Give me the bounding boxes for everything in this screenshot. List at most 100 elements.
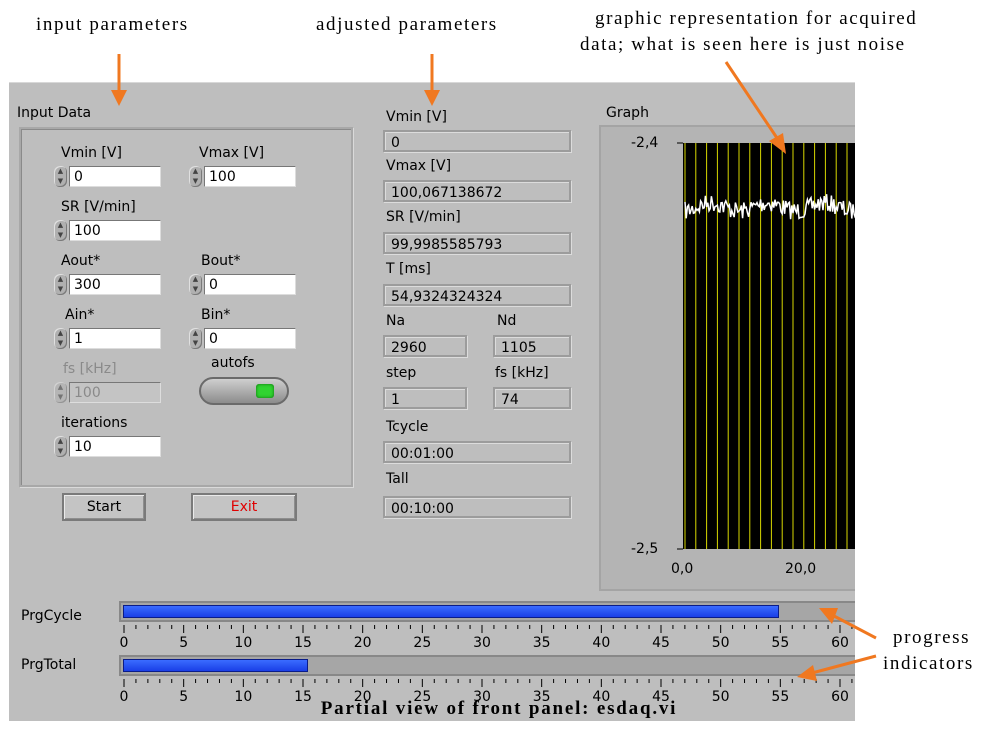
scale-tick-label: 20 <box>353 689 372 705</box>
front-panel: Input Data Vmin [V] ▲ ▼ 0 Vmax [V] ▲ ▼ 100… <box>9 82 855 721</box>
adj-vmax-indicator: 100,067138672 <box>383 180 571 202</box>
adj-fs-indicator: 74 <box>493 387 571 409</box>
adj-vmin-indicator: 0 <box>383 130 571 152</box>
scale-tick-label: 25 <box>413 635 432 651</box>
scale-tick-label: 15 <box>294 689 312 705</box>
bout-spinner[interactable]: ▲ ▼ <box>189 274 202 295</box>
aout-label: Aout* <box>61 253 101 269</box>
annotation-adjusted-parameters: adjusted parameters <box>316 14 498 35</box>
prg-cycle-label: PrgCycle <box>21 608 82 624</box>
vmin-label: Vmin [V] <box>61 145 122 161</box>
autofs-toggle[interactable] <box>199 377 289 405</box>
iterations-input[interactable]: 10 <box>69 436 161 457</box>
graph-y-top-label: -2,4 <box>631 135 659 151</box>
autofs-led-icon <box>256 384 274 398</box>
scale-tick-label: 60 <box>831 689 849 705</box>
adj-tcycle-label: Tcycle <box>386 419 429 435</box>
prg-total-fill <box>123 659 308 672</box>
adj-tall-indicator: 00:10:00 <box>383 496 571 518</box>
annotation-graphic-line2: data; what is seen here is just noise <box>580 34 906 55</box>
adj-na-indicator: 2960 <box>383 335 467 357</box>
sr-label: SR [V/min] <box>61 199 136 215</box>
prg-cycle-fill <box>123 605 780 618</box>
scale-tick-label: 40 <box>592 635 611 651</box>
graph-x-label-0: 0,0 <box>671 561 694 577</box>
vmin-spinner[interactable]: ▲ ▼ <box>54 166 67 187</box>
adj-tcycle-indicator: 00:01:00 <box>383 441 571 463</box>
ain-spinner[interactable]: ▲ ▼ <box>54 328 67 349</box>
figure-caption: Partial view of front panel: esdaq.vi <box>320 698 678 719</box>
adj-nd-label: Nd <box>497 313 517 329</box>
input-data-title: Input Data <box>17 105 92 121</box>
scale-tick-label: 40 <box>592 689 611 705</box>
graph-plot[interactable] <box>669 135 855 555</box>
bin-input[interactable]: 0 <box>204 328 296 349</box>
scale-tick-label: 45 <box>652 689 670 705</box>
fs-input: 100 <box>69 382 161 403</box>
prg-cycle-scale <box>123 625 853 633</box>
start-button[interactable]: Start <box>62 493 146 521</box>
annotation-progress-line1: progress <box>893 627 971 648</box>
exit-button[interactable]: Exit <box>191 493 297 521</box>
iterations-label: iterations <box>61 415 128 431</box>
bin-label: Bin* <box>201 307 231 323</box>
scale-tick-label: 10 <box>234 689 253 705</box>
iterations-spinner[interactable]: ▲ ▼ <box>54 436 67 457</box>
aout-spinner[interactable]: ▲ ▼ <box>54 274 67 295</box>
scale-tick-label: 25 <box>413 689 432 705</box>
bin-spinner[interactable]: ▲ ▼ <box>189 328 202 349</box>
aout-input[interactable]: 300 <box>69 274 161 295</box>
graph-y-bottom-label: -2,5 <box>631 541 659 557</box>
prg-total-scale <box>123 679 853 687</box>
sr-spinner[interactable]: ▲ ▼ <box>54 220 67 241</box>
adj-na-label: Na <box>386 313 406 329</box>
prg-cycle-bar <box>119 601 855 622</box>
scale-tick-label: 45 <box>652 635 670 651</box>
adj-t-label: T [ms] <box>386 261 431 277</box>
adj-sr-label: SR [V/min] <box>386 209 461 225</box>
adj-nd-indicator: 1105 <box>493 335 571 357</box>
scale-tick-label: 30 <box>473 689 491 705</box>
adj-step-label: step <box>386 365 417 381</box>
prg-total-bar <box>119 655 855 676</box>
adj-fs-label: fs [kHz] <box>495 365 549 381</box>
annotation-input-parameters: input parameters <box>36 14 189 35</box>
vmin-input[interactable]: 0 <box>69 166 161 187</box>
vmax-input[interactable]: 100 <box>204 166 296 187</box>
scale-tick-label: 20 <box>353 635 372 651</box>
fs-spinner: ▲ ▼ <box>54 382 67 403</box>
scale-tick-label: 50 <box>711 635 730 651</box>
autofs-label: autofs <box>211 355 255 371</box>
annotation-progress-line2: indicators <box>883 653 974 674</box>
scale-tick-label: 55 <box>771 689 790 705</box>
graph-trace <box>684 194 855 220</box>
adj-t-indicator: 54,9324324324 <box>383 284 571 306</box>
ain-input[interactable]: 1 <box>69 328 161 349</box>
adj-tall-label: Tall <box>386 471 409 487</box>
adj-step-indicator: 1 <box>383 387 467 409</box>
scale-tick-label: 55 <box>771 635 790 651</box>
adj-sr-indicator: 99,9985585793 <box>383 232 571 254</box>
scale-tick-label: 5 <box>179 689 189 705</box>
scale-tick-label: 5 <box>179 635 189 651</box>
bout-input[interactable]: 0 <box>204 274 296 295</box>
ain-label: Ain* <box>65 307 95 323</box>
scale-tick-label: 60 <box>831 635 849 651</box>
input-data-group: Vmin [V] ▲ ▼ 0 Vmax [V] ▲ ▼ 100 SR [V/min]… <box>19 127 353 487</box>
scale-tick-label: 35 <box>532 689 551 705</box>
vmax-label: Vmax [V] <box>199 145 265 161</box>
scale-tick-label: 35 <box>532 635 551 651</box>
scale-tick-label: 50 <box>711 689 730 705</box>
scale-tick-label: 15 <box>294 635 312 651</box>
scale-tick-label: 0 <box>119 635 129 651</box>
adj-vmin-label: Vmin [V] <box>386 109 447 125</box>
graph-title: Graph <box>606 105 649 121</box>
sr-input[interactable]: 100 <box>69 220 161 241</box>
graph-x-label-1: 20,0 <box>785 561 817 577</box>
vmax-spinner[interactable]: ▲ ▼ <box>189 166 202 187</box>
scale-tick-label: 10 <box>234 635 253 651</box>
prg-total-label: PrgTotal <box>21 657 77 673</box>
graph-plot-bg <box>683 143 855 549</box>
annotation-graphic-line1: graphic representation for acquired <box>595 8 918 29</box>
